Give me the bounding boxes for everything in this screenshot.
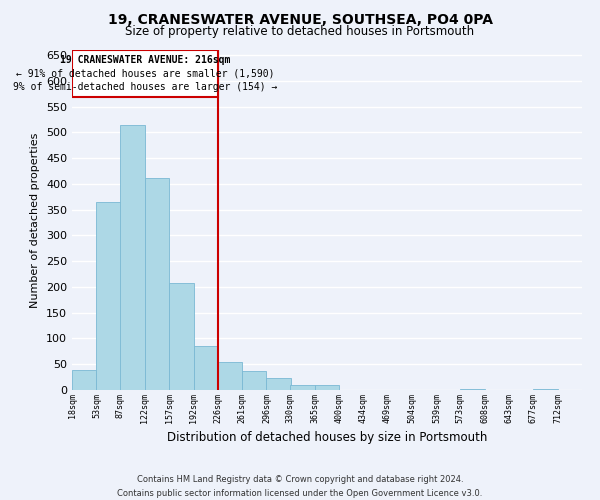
Bar [290,385,315,390]
Bar [242,372,266,390]
Text: Contains HM Land Registry data © Crown copyright and database right 2024.
Contai: Contains HM Land Registry data © Crown c… [118,476,482,498]
Y-axis label: Number of detached properties: Number of detached properties [31,132,40,308]
Bar [533,389,557,390]
Bar [72,370,97,390]
Text: 19 CRANESWATER AVENUE: 216sqm: 19 CRANESWATER AVENUE: 216sqm [59,55,230,65]
Bar [120,124,145,390]
Bar [266,378,291,390]
Bar [218,362,242,390]
Text: 19, CRANESWATER AVENUE, SOUTHSEA, PO4 0PA: 19, CRANESWATER AVENUE, SOUTHSEA, PO4 0P… [107,12,493,26]
Bar [72,50,218,98]
Text: ← 91% of detached houses are smaller (1,590): ← 91% of detached houses are smaller (1,… [16,68,274,78]
Bar [460,389,485,390]
Bar [315,385,339,390]
Text: Size of property relative to detached houses in Portsmouth: Size of property relative to detached ho… [125,25,475,38]
Bar [97,202,121,390]
Bar [169,284,194,390]
Text: 9% of semi-detached houses are larger (154) →: 9% of semi-detached houses are larger (1… [13,82,277,92]
X-axis label: Distribution of detached houses by size in Portsmouth: Distribution of detached houses by size … [167,431,487,444]
Bar [194,346,218,390]
Bar [145,178,169,390]
